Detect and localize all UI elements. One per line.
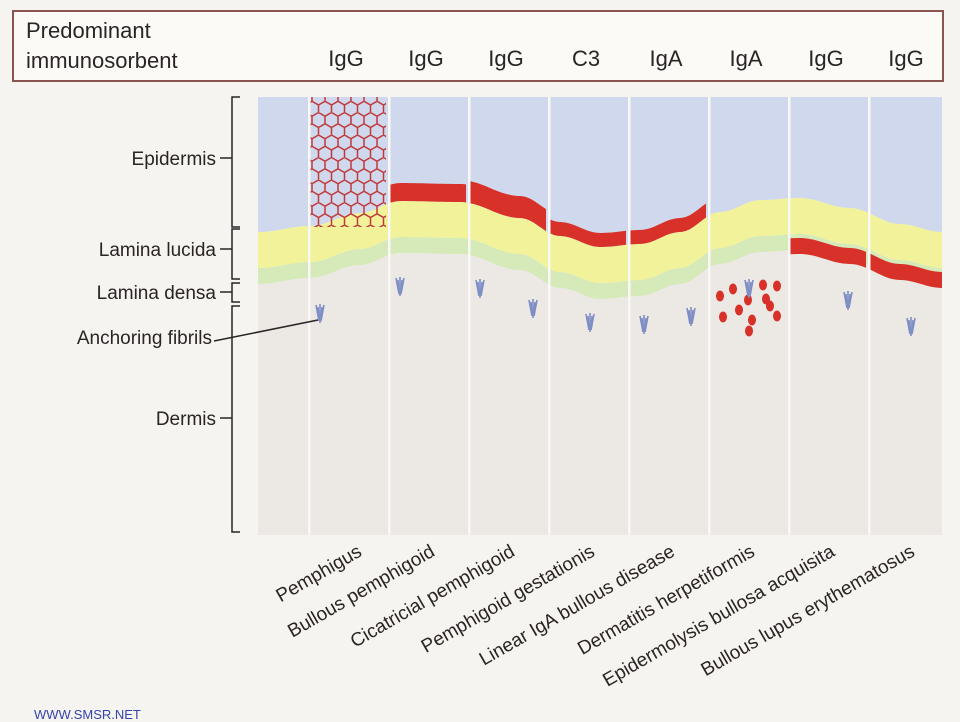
column-separators xyxy=(308,97,871,535)
immunosorbent-col-4: C3 xyxy=(571,46,601,71)
dermis-label: Dermis xyxy=(156,409,216,430)
header-title-line2: immunosorbent xyxy=(26,48,178,73)
layer-brackets xyxy=(213,96,319,533)
granular-deposit-dot xyxy=(719,311,727,323)
column-separator xyxy=(308,97,311,535)
granular-deposit-dot xyxy=(748,314,756,326)
granular-deposit-dot xyxy=(716,290,724,302)
epidermis-label: Epidermis xyxy=(132,149,216,170)
epidermis-bracket xyxy=(231,96,240,228)
anchoring-fibril xyxy=(528,299,538,318)
dermal-papillae-deposits xyxy=(716,279,781,337)
pemphigus-epidermal-deposit xyxy=(310,97,386,227)
granular-deposit-dot xyxy=(744,294,752,306)
granular-deposit-dot xyxy=(729,283,737,295)
anchoring-fibrils xyxy=(315,277,916,336)
ebacquisita-deposit xyxy=(790,238,866,268)
header-box: Predominant immunosorbent IgG IgG IgG C3… xyxy=(12,10,944,82)
column-separator xyxy=(548,97,551,535)
anchoring-fibril xyxy=(475,279,485,298)
column-separator xyxy=(468,97,471,535)
column-separator xyxy=(388,97,391,535)
bullous-lupus-deposit xyxy=(870,253,942,288)
column-separator xyxy=(788,97,791,535)
dermis-bracket xyxy=(231,305,240,533)
column-separator xyxy=(628,97,631,535)
anchoring-fibril xyxy=(686,307,696,326)
granular-deposit-dot xyxy=(773,310,781,322)
immunosorbent-col-8: IgG xyxy=(888,46,924,71)
cicatricial-pemphigoid-deposit xyxy=(470,181,546,232)
column-separator xyxy=(868,97,871,535)
dermis-layer xyxy=(258,250,942,535)
deposits xyxy=(390,181,942,288)
immunosorbent-col-5: IgA xyxy=(649,46,683,71)
anchoring-fibril xyxy=(843,291,853,310)
column-separator xyxy=(708,97,711,535)
granular-deposit-dot xyxy=(759,279,767,291)
lamina-densa-layer xyxy=(258,234,942,299)
granular-deposit-dot xyxy=(735,304,743,316)
anchoring-fibril xyxy=(315,304,325,323)
immunosorbent-col-3: IgG xyxy=(488,46,524,71)
immunosorbent-col-6: IgA xyxy=(729,46,763,71)
lamina-lucida-layer xyxy=(258,198,942,283)
lamina-densa-label: Lamina densa xyxy=(97,283,217,304)
granular-deposit-dot xyxy=(766,300,774,312)
linear-iga-deposit xyxy=(630,203,706,245)
anchoring-fibril xyxy=(639,315,649,334)
disease-labels: Pemphigus Bullous pemphigoid Cicatricial… xyxy=(273,541,919,691)
granular-deposit-dot xyxy=(745,325,753,337)
bullous-pemphigoid-deposit xyxy=(390,183,466,203)
header-title-line1: Predominant xyxy=(26,18,151,43)
lamina-lucida-bracket xyxy=(231,228,240,280)
lamina-lucida-label: Lamina lucida xyxy=(99,240,217,261)
immunosorbent-col-2: IgG xyxy=(408,46,444,71)
immunosorbent-col-1: IgG xyxy=(328,46,364,71)
anchoring-fibril xyxy=(395,277,405,296)
pemphigoid-gestationis-deposit xyxy=(550,219,626,247)
anchoring-fibril xyxy=(585,313,595,332)
layer-bands xyxy=(258,97,942,535)
lamina-densa-bracket xyxy=(231,282,240,303)
anchoring-fibrils-leader xyxy=(213,319,319,342)
epidermis-layer xyxy=(258,97,942,247)
anchoring-fibril xyxy=(744,279,754,298)
anchoring-fibrils-label: Anchoring fibrils xyxy=(77,328,212,349)
granular-deposit-dot xyxy=(773,280,781,292)
anchoring-fibril xyxy=(906,317,916,336)
immunosorbent-col-7: IgG xyxy=(808,46,844,71)
footer-watermark: WWW.SMSR.NET xyxy=(34,707,141,722)
header-title: Predominant immunosorbent xyxy=(14,12,314,84)
